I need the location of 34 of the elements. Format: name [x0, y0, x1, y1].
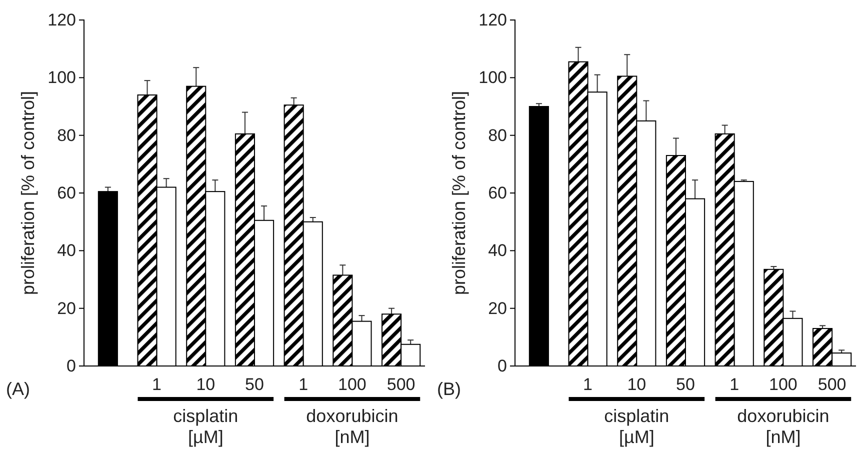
y-tick-label: 0 [498, 356, 507, 376]
y-tick-label: 60 [57, 183, 76, 202]
x-tick-label: 50 [676, 375, 695, 394]
y-tick-label: 0 [66, 356, 76, 376]
y-tick-label: 80 [57, 126, 76, 145]
y-tick-label: 100 [48, 68, 76, 88]
x-tick-label: 1 [298, 375, 308, 394]
text: cisplatin [µM] [604, 406, 670, 447]
x-tick-label: 10 [627, 375, 646, 394]
y-tick-label: 20 [57, 298, 76, 318]
x-tick-label: 50 [245, 375, 264, 394]
x-tick-label: 100 [338, 375, 366, 394]
text: doxorubicin [nM] [737, 406, 830, 447]
x-tick-label: 100 [769, 375, 798, 394]
text: (B) [437, 379, 461, 399]
y-tick-label: 20 [488, 298, 507, 318]
y-tick-label: 40 [488, 241, 507, 260]
y-tick-label: 120 [48, 10, 76, 30]
y-tick-label: 80 [488, 126, 507, 145]
x-tick-label: 500 [818, 375, 846, 394]
x-tick-label: 10 [196, 375, 216, 394]
y-axis-title: proliferation [% of control] [449, 90, 469, 296]
text: cisplatin [µM] [173, 406, 238, 447]
y-tick-label: 40 [57, 241, 76, 260]
text: doxorubicin [nM] [306, 406, 398, 447]
x-tick-label: 1 [583, 375, 593, 394]
x-tick-label: 1 [152, 375, 162, 394]
y-tick-label: 60 [488, 183, 507, 202]
x-tick-label: 1 [730, 375, 740, 394]
x-tick-label: 500 [386, 375, 416, 394]
y-tick-label: 120 [478, 10, 507, 30]
y-axis-title: proliferation [% of control] [18, 90, 38, 296]
y-tick-label: 100 [478, 68, 507, 88]
text: (A) [6, 379, 30, 399]
